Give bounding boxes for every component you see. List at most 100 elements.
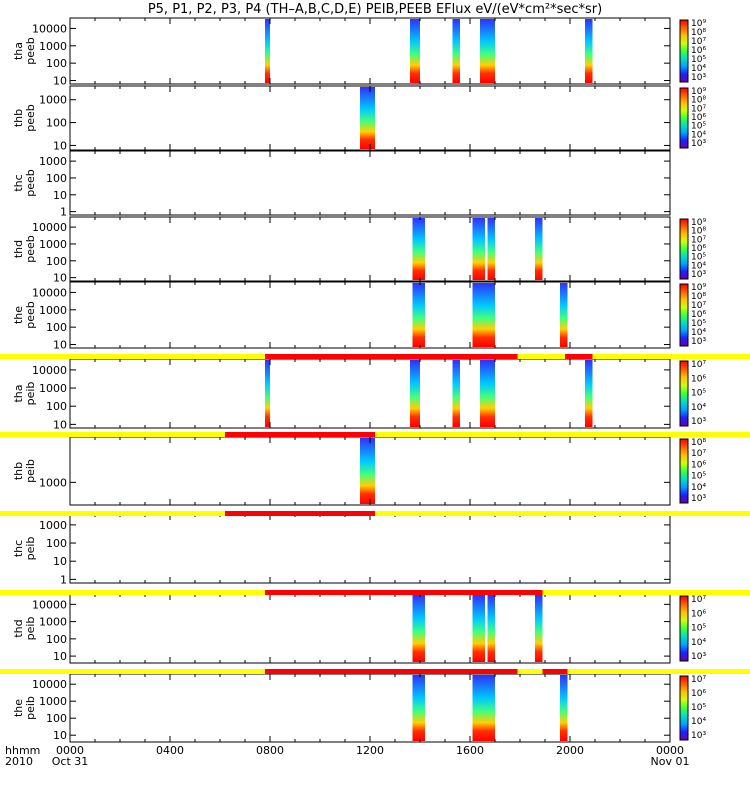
probe-label: thd <box>12 240 25 258</box>
panel-thd_peeb: 10000 1000 100 10 thd peeb 10⁹10⁸10⁷10⁶10⁵10⁴1… <box>12 216 706 285</box>
xtick-label: 1200 <box>356 744 384 757</box>
burst-thd_peib <box>487 595 495 662</box>
panel-frame <box>69 216 671 282</box>
colorbar-label: 10³ <box>691 494 706 504</box>
flag-segment <box>265 354 518 359</box>
colorbar-label: 10⁹ <box>691 87 706 97</box>
flag-segment <box>592 354 750 359</box>
burst-tha_peib <box>265 360 270 427</box>
colorbar-label: 10⁸ <box>691 28 706 38</box>
instrument-label: peeb <box>24 37 37 65</box>
burst-thd_peib <box>535 595 543 662</box>
colorbar-label: 10⁷ <box>691 449 706 459</box>
xaxis-unit-label: hhmm <box>5 744 40 757</box>
flag-segment <box>567 669 750 674</box>
ytick-label: 100 <box>46 172 67 185</box>
colorbar-label: 10⁷ <box>691 595 706 605</box>
ytick-label: 10 <box>53 729 67 742</box>
instrument-label: peib <box>24 459 37 483</box>
colorbar-label: 10³ <box>691 270 706 280</box>
colorbar-label: 10⁶ <box>691 374 706 384</box>
xtick-sublabel: Nov 01 <box>651 755 690 768</box>
colorbar-label: 10⁶ <box>691 460 706 470</box>
ytick-label: 1000 <box>39 40 67 53</box>
colorbar <box>679 675 689 741</box>
probe-label: thb <box>12 109 25 127</box>
colorbar-label: 10³ <box>691 417 706 427</box>
ytick-label: 10000 <box>32 364 67 377</box>
ytick-label: 1000 <box>39 519 67 532</box>
chart-title: P5, P1, P2, P3, P4 (TH–A,B,C,D,E) PEIB,P… <box>147 2 603 17</box>
xtick-label: 0000 <box>56 744 84 757</box>
ytick-label: 1000 <box>39 382 67 395</box>
colorbar <box>679 360 689 427</box>
probe-label: tha <box>12 42 25 60</box>
colorbar-label: 10⁴ <box>691 261 706 271</box>
ytick-label: 100 <box>46 537 67 550</box>
colorbar <box>679 87 689 149</box>
colorbar-label: 10⁹ <box>691 218 706 228</box>
colorbar-label: 10³ <box>691 337 706 347</box>
ytick-label: 1000 <box>39 238 67 251</box>
ytick-label: 10000 <box>32 678 67 691</box>
flag-segment <box>517 354 565 359</box>
colorbar-label: 10⁵ <box>691 472 706 482</box>
burst-tha_peeb <box>410 19 420 83</box>
ytick-label: 100 <box>46 117 67 130</box>
xaxis-year-label: 2010 <box>5 755 33 768</box>
probe-label: thd <box>12 619 25 637</box>
burst-tha_peeb <box>452 19 460 83</box>
burst-thd_peeb <box>412 218 425 280</box>
panel-frame <box>69 673 671 743</box>
panel-thc_peeb: 1000 100 10 1 thc peeb <box>12 150 671 219</box>
colorbar <box>679 19 689 83</box>
ytick-label: 100 <box>46 255 67 268</box>
ytick-label: 1 <box>60 206 67 219</box>
colorbar-label: 10⁸ <box>691 292 706 302</box>
probe-label: thc <box>12 174 25 191</box>
burst-the_peeb <box>472 283 495 347</box>
flag-segment <box>0 669 265 674</box>
colorbar-label: 10⁷ <box>691 235 706 245</box>
probe-label: tha <box>12 384 25 402</box>
flag-segment <box>517 669 543 674</box>
colorbar-label: 10⁸ <box>691 438 706 448</box>
burst-tha_peeb <box>265 19 270 83</box>
instrument-label: peib <box>24 382 37 406</box>
ytick-label: 10 <box>53 418 67 431</box>
ytick-label: 10 <box>53 139 67 152</box>
ytick-label: 10000 <box>32 598 67 611</box>
flag-segment <box>0 354 265 359</box>
colorbar-label: 10⁵ <box>691 122 706 132</box>
ytick-label: 10 <box>53 555 67 568</box>
instrument-label: peeb <box>24 235 37 263</box>
ytick-label: 100 <box>46 321 67 334</box>
colorbar-label: 10⁷ <box>691 104 706 114</box>
ytick-label: 10000 <box>32 286 67 299</box>
ytick-label: 10000 <box>32 221 67 234</box>
colorbar <box>679 283 689 347</box>
burst-the_peib <box>560 675 568 741</box>
ytick-label: 10 <box>53 75 67 88</box>
burst-thb_peeb <box>360 87 375 149</box>
colorbar-label: 10³ <box>691 731 706 741</box>
colorbar-label: 10⁴ <box>691 717 706 727</box>
colorbar-label: 10³ <box>691 139 706 149</box>
colorbar-label: 10⁵ <box>691 253 706 263</box>
flag-segment <box>225 432 375 437</box>
flag-segment <box>375 511 750 516</box>
colorbar-label: 10⁷ <box>691 301 706 311</box>
ytick-label: 100 <box>46 712 67 725</box>
ytick-label: 100 <box>46 633 67 646</box>
ytick-label: 100 <box>46 400 67 413</box>
flag-segment <box>265 669 518 674</box>
colorbar-label: 10⁴ <box>691 328 706 338</box>
ytick-label: 1000 <box>39 94 67 107</box>
xtick-label: 1600 <box>456 744 484 757</box>
panel-frame <box>69 513 671 584</box>
flag-segment <box>542 669 568 674</box>
